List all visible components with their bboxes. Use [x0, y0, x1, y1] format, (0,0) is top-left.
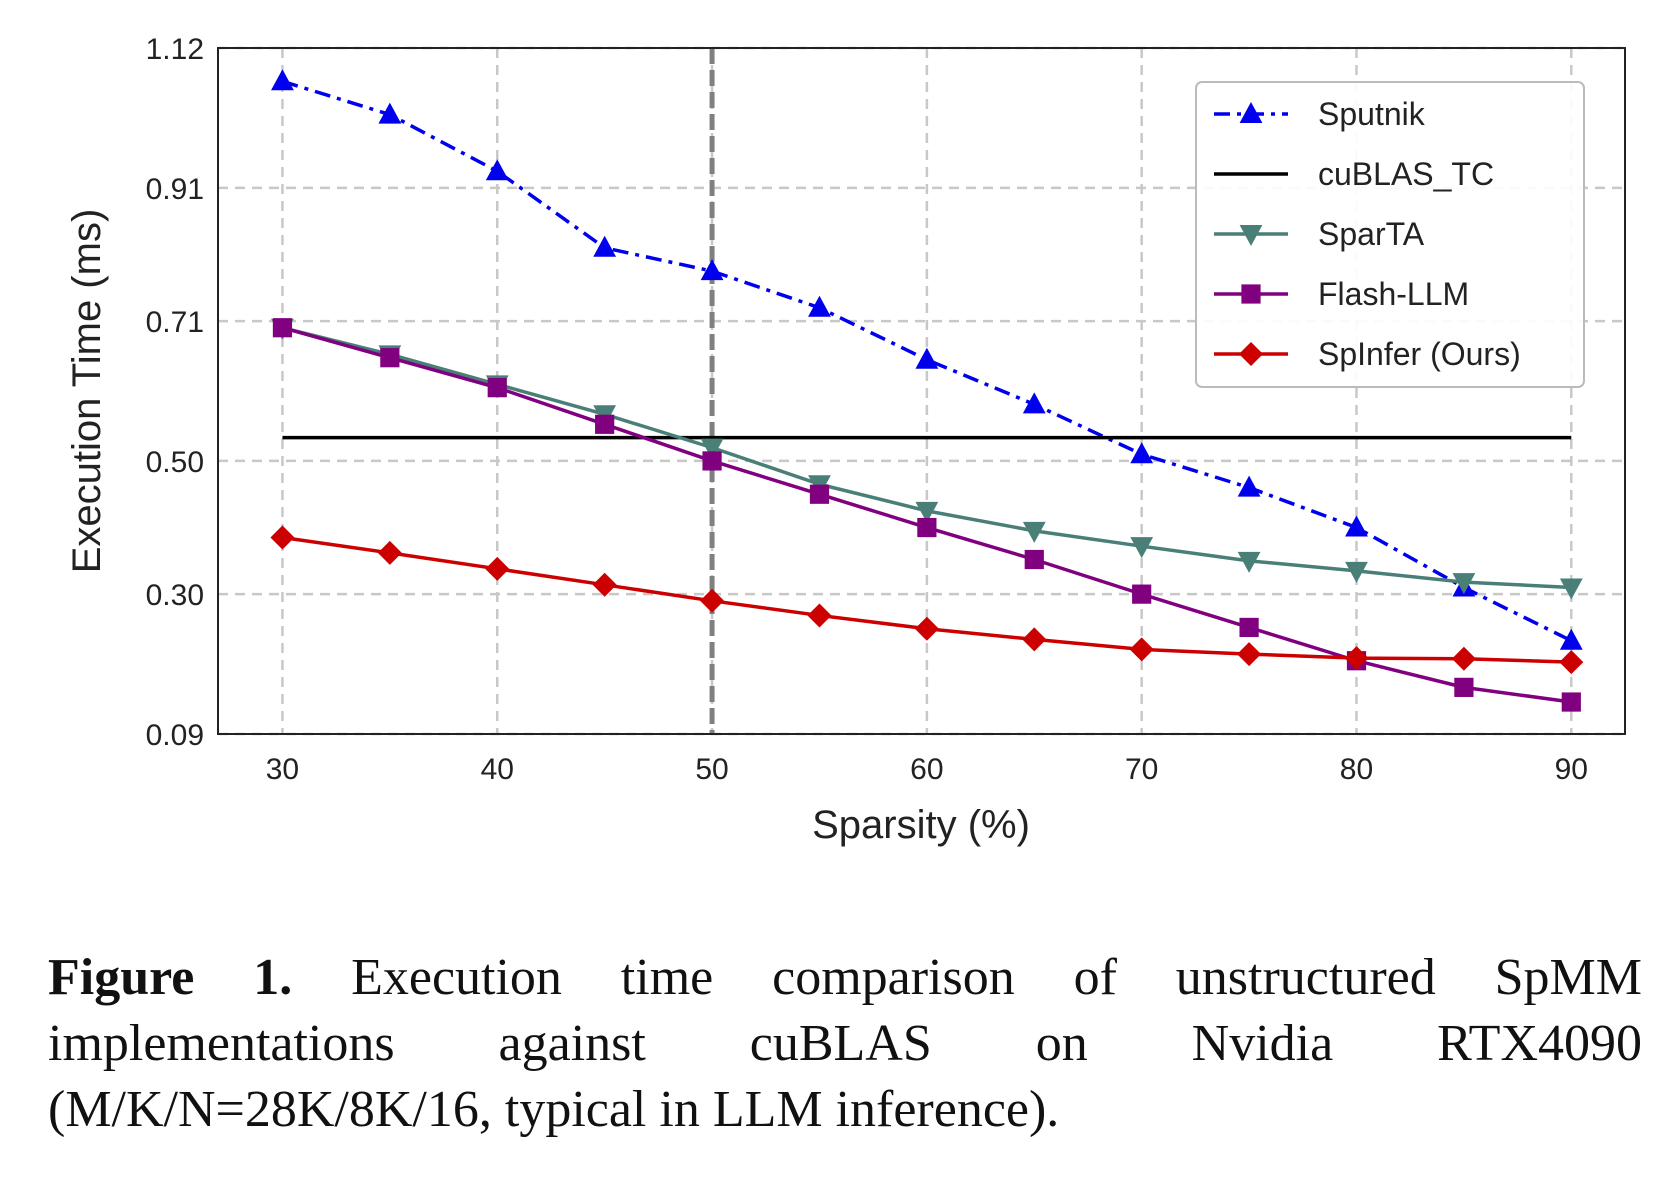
data-point-flash-llm — [917, 517, 937, 538]
data-point-sparta — [1452, 573, 1476, 595]
data-point-sputnik — [271, 69, 294, 91]
data-point-flash-llm — [272, 318, 293, 338]
data-point-sputnik — [485, 159, 509, 181]
data-point-sputnik — [808, 295, 831, 317]
data-point-sputnik — [1130, 442, 1154, 464]
data-point-sputnik — [700, 259, 724, 281]
x-tick-labels: 30 40 50 60 70 80 90 — [266, 753, 1588, 786]
y-tick-label: 0.71 — [146, 306, 204, 339]
legend-label-sparta: SparTA — [1318, 216, 1425, 252]
x-tick-label: 90 — [1555, 753, 1588, 786]
data-point-spinfer-ours — [592, 572, 617, 597]
data-point-spinfer-ours — [1022, 627, 1047, 652]
data-point-sputnik — [593, 235, 617, 257]
legend-box — [1195, 81, 1585, 388]
data-point-sparta — [1022, 521, 1046, 543]
series-flash-llm — [272, 318, 1581, 712]
data-point-sputnik — [1237, 475, 1261, 497]
data-point-flash-llm — [1024, 549, 1044, 570]
caption-label: Figure 1. — [48, 949, 293, 1006]
legend-marker-flash-llm — [1241, 284, 1261, 304]
data-point-sparta — [700, 438, 724, 460]
figure-caption: Figure 1. Execution time comparison of u… — [48, 945, 1642, 1143]
data-point-spinfer-ours — [1129, 637, 1154, 662]
legend-marker-sputnik — [1239, 102, 1263, 123]
y-tick-label: 0.50 — [146, 446, 204, 479]
legend-entry-flash-llm: Flash-LLM — [1214, 276, 1469, 312]
x-tick-label: 50 — [695, 753, 728, 786]
legend-entry-sparta: SparTA — [1214, 216, 1425, 252]
data-point-spinfer-ours — [914, 616, 939, 641]
legend-marker-spinfer-ours — [1239, 342, 1263, 366]
data-point-spinfer-ours — [807, 603, 832, 628]
line-chart: 30 40 50 60 70 80 90 0.090.300.500.710.911.12 … — [65, 33, 1626, 847]
x-axis-title: Sparsity (%) — [812, 803, 1030, 847]
series-layer — [270, 69, 1584, 712]
data-point-flash-llm — [1561, 692, 1581, 712]
data-point-spinfer-ours — [1559, 650, 1584, 675]
data-point-flash-llm — [1239, 617, 1259, 638]
y-tick-label: 0.91 — [146, 173, 204, 206]
legend: Sputnik cuBLAS_TC SparTA Flash-LLM SpInfer (… — [1195, 81, 1585, 388]
x-tick-label: 70 — [1125, 753, 1158, 786]
x-tick-label: 80 — [1340, 753, 1373, 786]
legend-entry-sputnik: Sputnik — [1214, 96, 1426, 132]
y-tick-label: 0.09 — [146, 719, 204, 752]
x-tick-label: 40 — [481, 753, 514, 786]
data-point-flash-llm — [380, 348, 400, 368]
x-tick-label: 60 — [910, 753, 943, 786]
data-point-flash-llm — [595, 414, 615, 434]
data-point-sparta — [1237, 551, 1261, 573]
data-point-sputnik — [378, 102, 402, 124]
data-point-sputnik — [1345, 515, 1368, 537]
data-point-flash-llm — [809, 484, 830, 504]
data-point-sparta — [1130, 537, 1154, 559]
y-axis-title: Execution Time (ms) — [65, 209, 109, 574]
y-tick-labels: 0.09 0.30 0.50 0.71 0.91 1.12 — [146, 33, 204, 752]
data-point-flash-llm — [1132, 584, 1152, 604]
data-point-flash-llm — [487, 378, 507, 398]
data-point-sparta — [915, 501, 939, 523]
legend-marker-sparta — [1239, 225, 1263, 246]
plot-frame — [217, 47, 1626, 735]
series-spinfer-ours — [270, 525, 1584, 675]
legend-label-sputnik: Sputnik — [1318, 96, 1426, 132]
data-point-sputnik — [1022, 392, 1046, 414]
data-point-sputnik — [915, 347, 939, 369]
data-point-sparta — [1345, 561, 1368, 583]
legend-label-flash-llm: Flash-LLM — [1318, 276, 1469, 312]
data-point-spinfer-ours — [377, 540, 402, 565]
x-tick-label: 30 — [266, 753, 299, 786]
data-point-flash-llm — [1454, 677, 1474, 697]
data-point-sparta — [1559, 578, 1583, 600]
data-point-flash-llm — [702, 451, 722, 471]
data-point-spinfer-ours — [1344, 646, 1369, 671]
y-tick-label: 0.30 — [146, 579, 204, 612]
legend-entry-spinfer-ours: SpInfer (Ours) — [1214, 336, 1521, 372]
data-point-spinfer-ours — [485, 556, 510, 581]
legend-entry-cublas-tc: cuBLAS_TC — [1214, 156, 1494, 192]
caption-text: Execution time comparison of unstructure… — [48, 949, 1642, 1138]
legend-label-cublas-tc: cuBLAS_TC — [1318, 156, 1494, 192]
data-point-sputnik — [1559, 628, 1583, 650]
data-point-spinfer-ours — [270, 525, 295, 550]
data-point-spinfer-ours — [700, 588, 725, 613]
data-point-spinfer-ours — [1451, 646, 1476, 671]
y-tick-label: 1.12 — [146, 33, 204, 66]
data-point-spinfer-ours — [1237, 642, 1262, 667]
legend-label-spinfer-ours: SpInfer (Ours) — [1318, 336, 1521, 372]
